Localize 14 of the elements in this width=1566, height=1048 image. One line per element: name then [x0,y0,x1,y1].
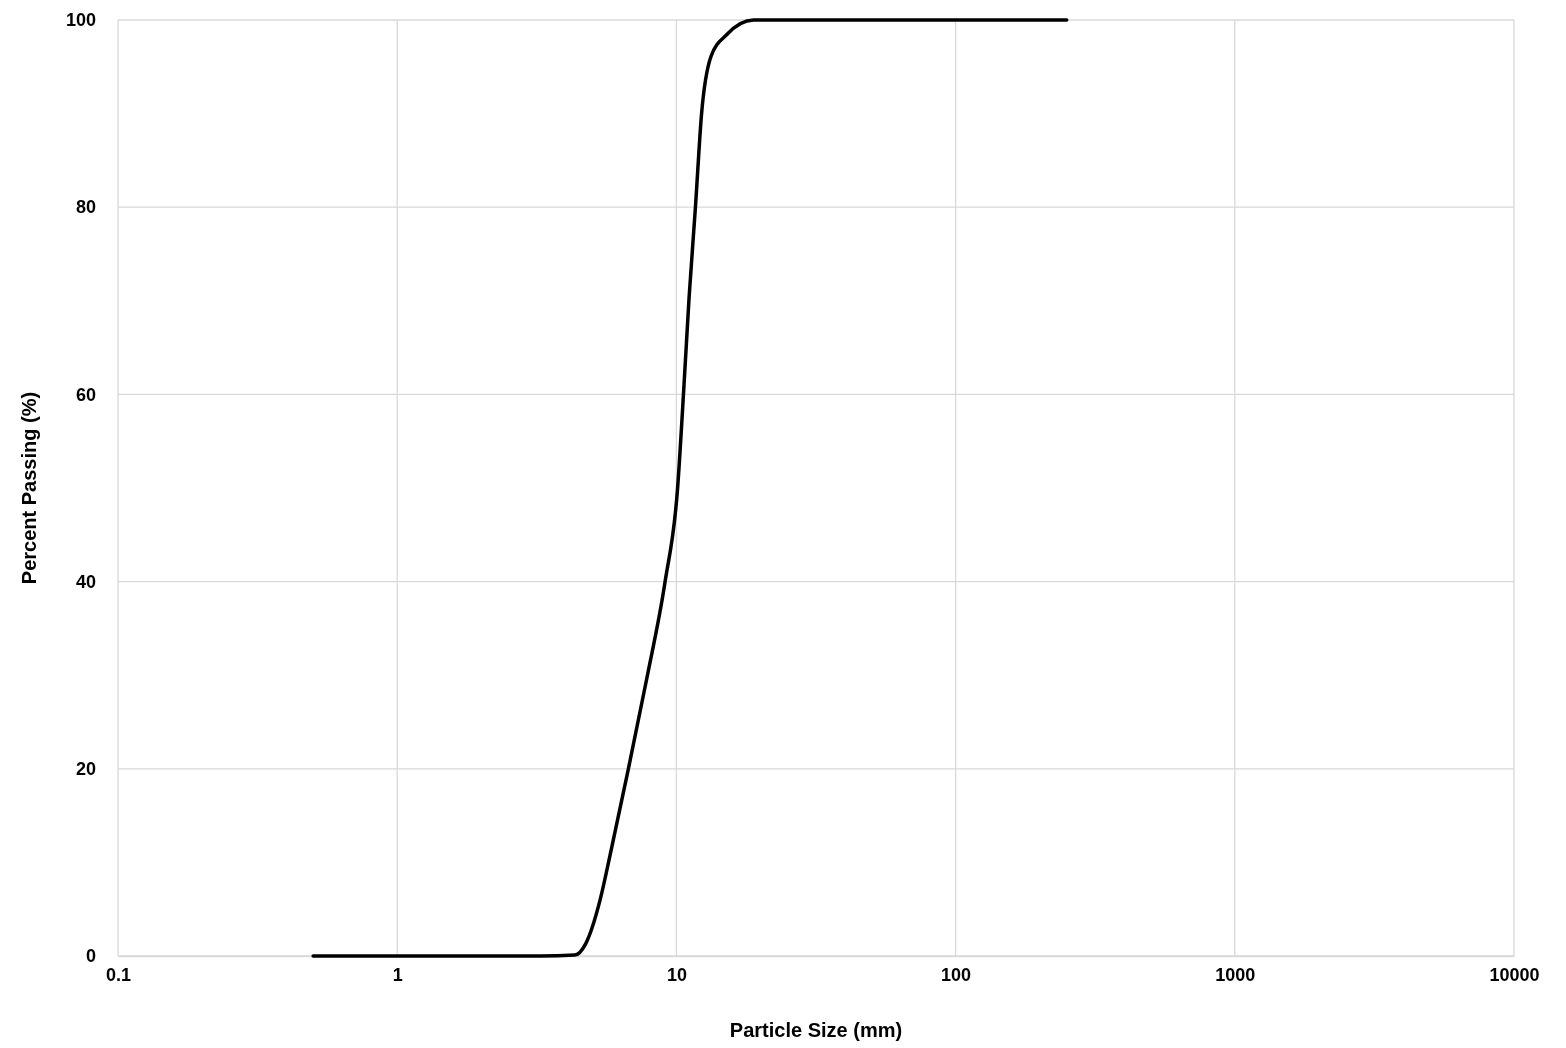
y-tick-label: 0 [85,946,96,967]
x-tick-label: 100 [941,964,972,985]
y-tick-label: 20 [75,759,96,780]
x-axis-title: Particle Size (mm) [729,1019,903,1041]
x-tick-label: 0.1 [105,964,132,985]
y-tick-label: 60 [75,384,96,405]
y-tick-label: 80 [75,197,96,218]
y-axis-title: Percent Passing (%) [18,391,40,585]
y-tick-label: 100 [65,10,96,31]
x-tick-label: 1000 [1215,964,1256,985]
x-tick-label: 10 [666,964,687,985]
x-tick-label: 10000 [1489,964,1540,985]
y-tick-label: 40 [75,571,96,592]
x-tick-label: 1 [392,964,403,985]
